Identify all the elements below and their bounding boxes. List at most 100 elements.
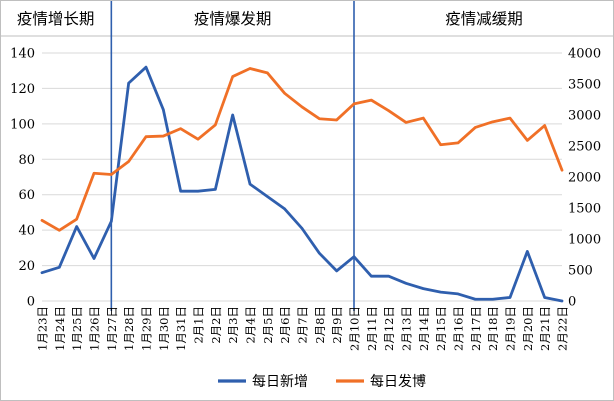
data-point xyxy=(40,271,44,274)
data-point xyxy=(266,71,269,75)
x-tick-label: 1月25日 xyxy=(70,306,84,351)
y-right-tick-label: 3000 xyxy=(568,109,601,124)
data-point xyxy=(404,282,408,285)
x-tick-label: 2月9日 xyxy=(330,306,344,344)
data-point xyxy=(335,269,338,273)
data-point xyxy=(508,296,512,299)
data-point xyxy=(300,105,304,109)
x-tick-label: 2月12日 xyxy=(382,306,396,351)
data-point xyxy=(370,98,373,102)
data-point xyxy=(266,195,269,198)
data-point xyxy=(179,127,182,130)
data-point xyxy=(526,250,529,253)
data-point xyxy=(387,109,390,112)
x-tick-label: 2月14日 xyxy=(417,306,431,351)
data-point xyxy=(248,182,252,186)
x-tick-label: 1月24日 xyxy=(53,306,67,351)
x-tick-label: 2月5日 xyxy=(261,306,275,344)
data-point xyxy=(352,102,356,106)
data-point xyxy=(283,207,286,211)
axis-layer: 0 20 40 60 80 100 120 140 0 500 1000 1500 2000 2500 30… xyxy=(10,47,601,351)
data-point xyxy=(248,67,252,70)
y-left-tick-label: 60 xyxy=(18,188,35,203)
x-tick-label: 2月1日 xyxy=(192,306,206,344)
data-point xyxy=(422,287,425,290)
data-point xyxy=(283,92,286,95)
y-left-tick-label: 40 xyxy=(18,224,35,239)
data-point xyxy=(179,189,182,193)
x-tick-label: 2月15日 xyxy=(434,306,448,351)
data-point xyxy=(110,220,113,223)
data-point xyxy=(491,120,494,124)
x-tick-label: 2月20日 xyxy=(521,306,535,351)
x-tick-label: 2月18日 xyxy=(486,306,500,351)
legend: 每日新增 每日发博 xyxy=(218,373,426,390)
data-point xyxy=(439,290,442,294)
data-point xyxy=(318,117,321,120)
data-point xyxy=(127,81,130,85)
y-left-tick-label: 0 xyxy=(27,295,35,310)
y-left-tick-label: 140 xyxy=(10,47,35,62)
y-left-tick-label: 100 xyxy=(10,117,35,132)
data-point xyxy=(92,172,96,175)
phase-layer: 疫情增长期 疫情爆发期 疫情减缓期 xyxy=(0,1,614,311)
phase-label: 疫情增长期 xyxy=(17,10,95,28)
x-tick-label: 2月2日 xyxy=(209,306,223,344)
data-point xyxy=(92,257,96,260)
data-point xyxy=(352,255,356,258)
x-tick-label: 1月28日 xyxy=(122,306,136,351)
data-point xyxy=(144,135,148,138)
data-point xyxy=(387,275,390,278)
series-layer xyxy=(40,65,564,303)
data-point xyxy=(127,160,130,163)
x-tick-label: 1月29日 xyxy=(140,306,154,351)
x-tick-label: 2月13日 xyxy=(400,306,414,351)
x-tick-label: 2月8日 xyxy=(313,306,327,344)
data-point xyxy=(543,124,546,127)
data-point xyxy=(231,113,234,117)
data-point xyxy=(560,168,564,172)
data-point xyxy=(144,65,148,69)
legend-label: 每日新增 xyxy=(252,374,308,390)
data-point xyxy=(40,219,44,222)
y-left-tick-label: 80 xyxy=(18,153,35,168)
x-tick-label: 1月23日 xyxy=(36,306,50,351)
x-tick-label: 2月11日 xyxy=(365,306,379,351)
data-point xyxy=(526,139,529,142)
x-tick-label: 2月4日 xyxy=(244,306,258,344)
x-tick-label: 1月27日 xyxy=(105,306,119,351)
data-point xyxy=(110,173,113,176)
data-point xyxy=(508,116,512,120)
data-point xyxy=(404,121,408,124)
y-right-tick-label: 1500 xyxy=(568,202,601,217)
x-tick-label: 2月10日 xyxy=(348,306,362,351)
data-point xyxy=(75,217,78,221)
x-tick-label: 2月7日 xyxy=(296,306,310,344)
data-point xyxy=(162,134,165,138)
data-point xyxy=(162,108,165,111)
y-right-tick-label: 500 xyxy=(568,264,593,279)
data-point xyxy=(318,251,321,255)
data-point xyxy=(58,266,61,269)
x-tick-label: 2月3日 xyxy=(226,306,240,344)
x-tick-label: 2月22日 xyxy=(556,306,570,351)
data-point xyxy=(474,298,477,301)
x-tick-label: 1月31日 xyxy=(174,306,188,351)
y-right-tick-label: 2500 xyxy=(568,140,601,155)
y-right-tick-label: 2000 xyxy=(568,171,601,186)
data-point xyxy=(456,292,460,296)
x-tick-label: 1月30日 xyxy=(157,306,171,351)
x-tick-label: 2月16日 xyxy=(452,306,466,351)
phase-label: 疫情爆发期 xyxy=(194,9,272,28)
data-point xyxy=(335,118,338,122)
data-point xyxy=(456,141,460,145)
data-point xyxy=(214,188,217,191)
x-tick-label: 2月17日 xyxy=(469,306,483,351)
data-point xyxy=(560,299,564,303)
y-right-tick-label: 3500 xyxy=(568,78,601,93)
y-left-tick-label: 20 xyxy=(18,259,35,274)
data-point xyxy=(196,189,200,193)
y-left-tick-label: 120 xyxy=(10,82,35,97)
